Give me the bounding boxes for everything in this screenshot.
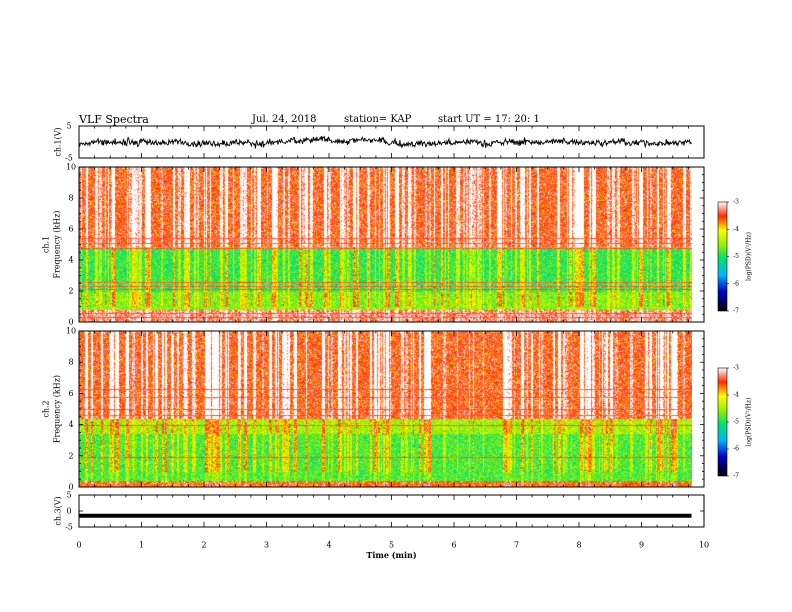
ch2-spectrogram-ytick-label: 2 — [68, 451, 73, 460]
ch3-waveform-ylabel: ch.3(V) — [54, 496, 63, 525]
ch2-spectrogram-ytick-label: 10 — [66, 327, 76, 336]
ch1-spectrogram-ylabel: Frequency (kHz) — [53, 210, 62, 278]
ch1-spectrogram-ylabel-channel: ch.1 — [42, 236, 51, 253]
ch1-waveform-ytick-label: -5 — [65, 154, 73, 163]
ch2-colorbar — [717, 367, 728, 477]
ch1-spectrogram-ytick-label: 2 — [68, 287, 73, 296]
ch1-colorbar-tick-label: -5 — [733, 253, 739, 260]
ch1-colorbar-tick-label: -6 — [733, 280, 739, 287]
x-tick-label: 4 — [326, 541, 331, 550]
x-tick-label: 7 — [514, 541, 519, 550]
ch1-waveform-ytick-label: 5 — [66, 122, 71, 131]
x-tick-label: 6 — [451, 541, 456, 550]
x-tick-label: 9 — [639, 541, 644, 550]
ch1-colorbar-label: log(PSD)(V²/Hz) — [746, 232, 753, 281]
ch1-spectrogram-ytick-label: 6 — [68, 225, 73, 234]
ch2-spectrogram-ytick-label: 0 — [68, 483, 73, 492]
ch2-colorbar-tick-label: -5 — [733, 419, 739, 426]
ch2-colorbar-tick-label: -4 — [733, 392, 739, 399]
ch1-colorbar-tick-label: -4 — [733, 226, 739, 233]
x-tick-label: 0 — [76, 541, 81, 550]
ch1-spectrogram-ytick-label: 10 — [66, 163, 76, 172]
ch2-colorbar-tick-label: -6 — [733, 446, 739, 453]
station-label: station= KAP — [344, 114, 412, 125]
ch1-spectrogram-image — [79, 167, 692, 322]
x-tick-label: 8 — [576, 541, 581, 550]
ch2-spectrogram-ylabel-channel: ch.2 — [42, 400, 51, 417]
ch1-colorbar — [717, 201, 728, 312]
ch1-colorbar-tick-label: -7 — [733, 308, 739, 315]
ch1-waveform-line — [78, 135, 692, 149]
ch1-spectrogram-ytick-label: 8 — [68, 194, 73, 203]
ch3-waveform-ytick-label: -5 — [65, 523, 73, 532]
ch1-colorbar-tick-label: -3 — [733, 199, 739, 206]
x-tick-label: 5 — [389, 541, 394, 550]
ch1-spectrogram-ytick-label: 0 — [68, 318, 73, 327]
x-tick-label: 10 — [699, 541, 709, 550]
ch2-spectrogram-image — [79, 331, 692, 487]
ch3-waveform-ytick-label: 5 — [66, 491, 71, 500]
ch1-waveform-ylabel: ch.1(V) — [54, 127, 63, 156]
ch2-spectrogram-ytick-label: 6 — [68, 389, 73, 398]
ch2-spectrogram-ylabel: Frequency (kHz) — [53, 375, 62, 443]
ch2-colorbar-label: log(PSD)(V²/Hz) — [746, 398, 753, 447]
x-tick-label: 1 — [139, 541, 144, 550]
chart-title: VLF Spectra — [79, 113, 149, 126]
start-time-label: start UT = 17: 20: 1 — [438, 114, 540, 125]
ch3-waveform-ytick-label: 0 — [66, 507, 71, 516]
ch2-spectrogram-ytick-label: 4 — [68, 420, 73, 429]
ch2-spectrogram-ytick-label: 8 — [68, 358, 73, 367]
x-tick-label: 3 — [264, 541, 269, 550]
x-axis-label: Time (min) — [366, 550, 416, 560]
ch1-spectrogram-ytick-label: 4 — [68, 256, 73, 265]
date-label: Jul. 24, 2018 — [252, 114, 317, 125]
ch2-colorbar-tick-label: -7 — [733, 473, 739, 480]
ch2-colorbar-tick-label: -3 — [733, 365, 739, 372]
x-tick-label: 2 — [201, 541, 206, 550]
